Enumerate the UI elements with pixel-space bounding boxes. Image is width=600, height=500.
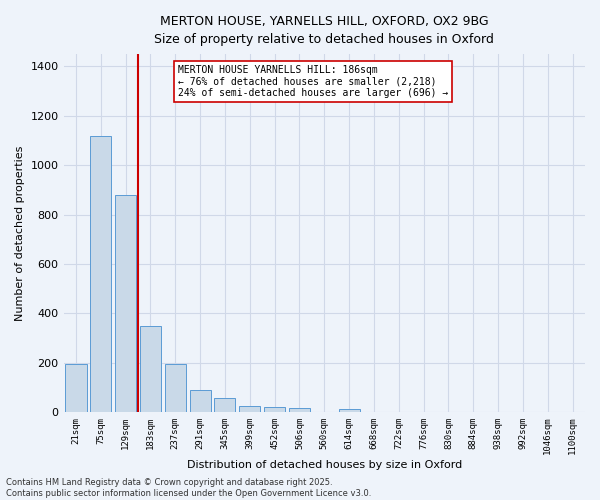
Bar (165, 364, 186, 412)
Y-axis label: Number of detached properties: Number of detached properties (15, 146, 25, 320)
Bar (214, 398, 235, 412)
Bar (338, 410, 359, 412)
Bar (140, 326, 161, 412)
Text: Contains HM Land Registry data © Crown copyright and database right 2025.
Contai: Contains HM Land Registry data © Crown c… (6, 478, 371, 498)
Bar (289, 408, 310, 412)
Bar (239, 406, 260, 412)
Title: MERTON HOUSE, YARNELLS HILL, OXFORD, OX2 9BG
Size of property relative to detach: MERTON HOUSE, YARNELLS HILL, OXFORD, OX2… (154, 15, 494, 46)
Bar (90, 136, 112, 412)
Bar (264, 407, 285, 412)
Bar (65, 364, 86, 412)
Bar (115, 195, 136, 412)
Text: MERTON HOUSE YARNELLS HILL: 186sqm
← 76% of detached houses are smaller (2,218)
: MERTON HOUSE YARNELLS HILL: 186sqm ← 76%… (178, 65, 449, 98)
Bar (190, 390, 211, 412)
X-axis label: Distribution of detached houses by size in Oxford: Distribution of detached houses by size … (187, 460, 462, 470)
